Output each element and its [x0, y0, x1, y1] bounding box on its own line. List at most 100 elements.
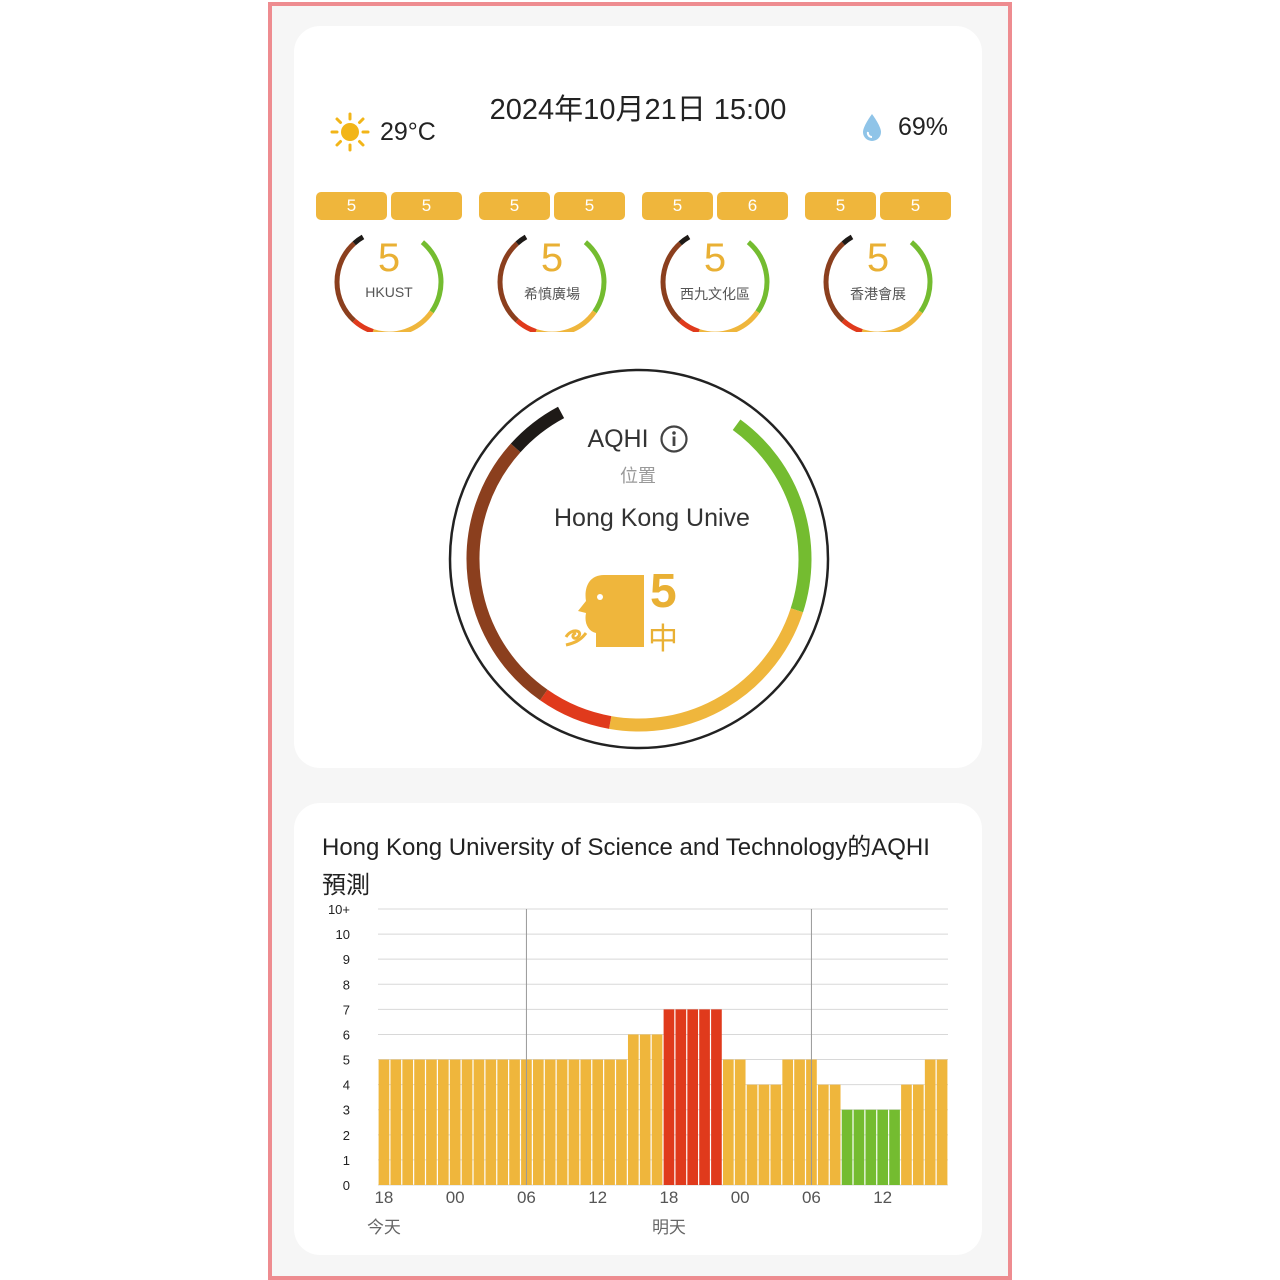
temperature: 29°C: [330, 112, 436, 152]
temperature-value: 29°C: [380, 117, 436, 146]
forecast-bar: [829, 1084, 841, 1185]
forecast-bar: [675, 1009, 687, 1185]
forecast-bar: [580, 1059, 592, 1185]
aqhi-gauge: [448, 368, 830, 750]
ring-segment: [841, 234, 854, 246]
gauge-segment: [466, 443, 548, 701]
location-label: 位置: [620, 466, 656, 486]
station-ring: [497, 234, 607, 332]
aqhi-level: 中: [648, 623, 678, 656]
x-tick-label: 12: [588, 1188, 607, 1207]
forecast-bar: [449, 1059, 461, 1185]
forecast-bar: [414, 1059, 425, 1185]
sun-icon: [330, 112, 370, 152]
forecast-bar: [651, 1034, 663, 1185]
y-tick-label: 2: [343, 1128, 350, 1143]
x-tick-label: 06: [802, 1188, 821, 1207]
forecast-bar: [627, 1034, 639, 1185]
aqhi-heading: AQHI: [294, 424, 982, 454]
gauge-segment: [609, 608, 804, 732]
aqhi-value: 5: [650, 565, 677, 618]
forecast-bar: [687, 1009, 699, 1185]
y-tick-label: 0: [343, 1178, 350, 1193]
forecast-bar: [924, 1059, 936, 1185]
forecast-bar: [639, 1034, 651, 1185]
station-pill: 5: [316, 192, 387, 220]
forecast-bar: [568, 1059, 580, 1185]
ring-segment: [823, 241, 845, 323]
y-tick-label: 1: [343, 1153, 350, 1168]
forecast-bar: [509, 1059, 520, 1185]
station-ring: [334, 234, 444, 332]
forecast-bar: [722, 1059, 734, 1185]
x-tick-label: 00: [446, 1188, 465, 1207]
x-tick-label: 12: [873, 1188, 892, 1207]
y-tick-label: 4: [343, 1078, 350, 1093]
forecast-bar: [663, 1009, 675, 1185]
station-ring: [660, 234, 770, 332]
ring-segment: [861, 310, 923, 332]
y-tick-label: 9: [343, 952, 350, 967]
forecast-bar: [556, 1059, 568, 1185]
info-icon[interactable]: [659, 424, 689, 454]
forecast-bar: [770, 1084, 782, 1185]
x-tick-label: 06: [517, 1188, 536, 1207]
ring-segment: [678, 318, 700, 332]
ring-segment: [515, 234, 528, 246]
water-drop-icon: [862, 114, 881, 141]
station-value: 5: [540, 236, 564, 280]
ring-segment: [515, 318, 537, 332]
station-name: 希慎廣場: [524, 286, 580, 302]
forecast-bar: [616, 1059, 627, 1185]
ring-segment: [535, 310, 597, 332]
ring-segment: [352, 318, 374, 332]
forecast-bar: [437, 1059, 449, 1185]
day-label: 明天: [652, 1218, 686, 1237]
day-label: 今天: [367, 1218, 401, 1237]
x-tick-label: 18: [374, 1188, 393, 1207]
ring-segment: [841, 318, 863, 332]
forecast-bar: [592, 1059, 604, 1185]
forecast-bar: [877, 1109, 889, 1185]
gauge-segment: [732, 419, 812, 613]
gauge-segment: [510, 406, 565, 453]
ring-segment: [334, 241, 356, 323]
forecast-bar: [865, 1109, 877, 1185]
y-tick-label: 5: [343, 1053, 350, 1068]
forecast-bar: [473, 1059, 485, 1185]
location-name[interactable]: Hong Kong Unive: [554, 504, 750, 532]
forecast-bar: [936, 1059, 948, 1185]
forecast-bar: [746, 1084, 758, 1185]
forecast-bar: [532, 1059, 544, 1185]
station-pill: 5: [479, 192, 550, 220]
station-value: 5: [866, 236, 890, 280]
ring-segment: [698, 310, 760, 332]
station-pill: 6: [717, 192, 788, 220]
gauge-outline: [448, 368, 830, 750]
forecast-bar: [794, 1059, 805, 1185]
station-name: 西九文化區: [680, 286, 750, 302]
station-name: HKUST: [365, 284, 413, 300]
y-tick-label: 8: [343, 977, 350, 992]
forecast-bar: [912, 1084, 924, 1185]
datetime: 2024年10月21日 15:00: [489, 94, 787, 126]
y-tick-label: 10: [336, 927, 350, 942]
breathing-face-icon: [564, 575, 644, 647]
ring-segment: [420, 240, 444, 314]
forecast-bar: [485, 1059, 497, 1185]
ring-segment: [678, 234, 691, 246]
aqhi-title: AQHI: [587, 424, 649, 453]
humidity-value: 69%: [897, 112, 948, 141]
station-pill: 5: [642, 192, 713, 220]
ring-segment: [660, 241, 682, 323]
forecast-bar: [699, 1009, 710, 1185]
station-pill: 5: [554, 192, 625, 220]
forecast-bar: [758, 1084, 770, 1185]
ring-segment: [372, 310, 434, 332]
